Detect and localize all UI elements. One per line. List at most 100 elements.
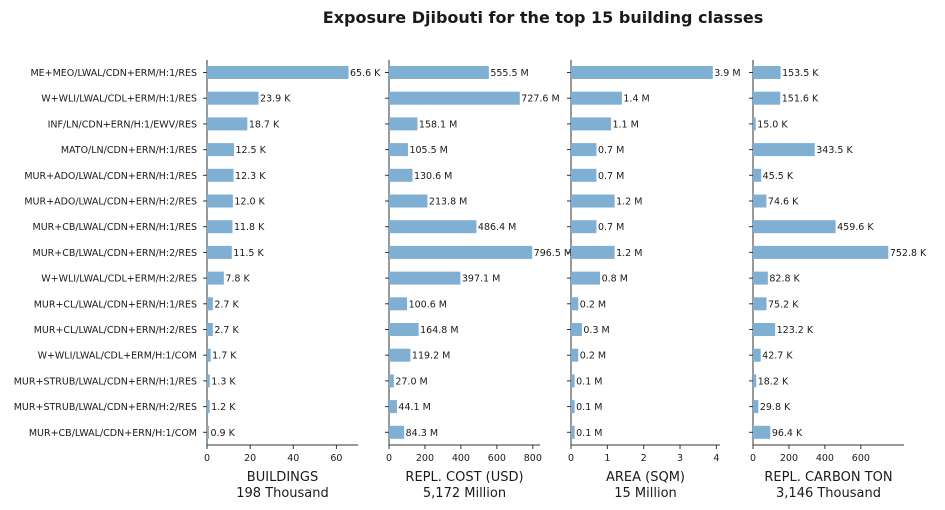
bar bbox=[753, 271, 768, 285]
data-label: 12.3 K bbox=[235, 171, 266, 182]
data-label: 100.6 M bbox=[409, 299, 447, 310]
data-label: 796.5 M bbox=[534, 248, 572, 259]
data-label: 0.1 M bbox=[576, 376, 602, 387]
data-label: 7.8 K bbox=[225, 274, 250, 285]
bar bbox=[571, 143, 597, 157]
data-label: 1.2 M bbox=[616, 197, 642, 208]
x-tick-label: 40 bbox=[287, 453, 299, 464]
bar bbox=[753, 323, 776, 336]
data-label: 18.2 K bbox=[758, 376, 789, 387]
bar bbox=[571, 400, 575, 414]
bar bbox=[389, 117, 418, 131]
bar bbox=[571, 245, 615, 259]
bar bbox=[207, 194, 233, 208]
bar bbox=[389, 425, 405, 439]
data-label: 459.6 K bbox=[837, 222, 874, 233]
data-label: 84.3 M bbox=[406, 428, 438, 439]
data-label: 343.5 K bbox=[816, 145, 853, 156]
data-label: 75.2 K bbox=[768, 299, 799, 310]
data-label: 130.6 M bbox=[414, 171, 452, 182]
data-label: 153.5 K bbox=[782, 68, 819, 79]
bar bbox=[753, 297, 767, 311]
data-label: 11.8 K bbox=[234, 222, 265, 233]
bar bbox=[389, 297, 408, 311]
x-axis-title: AREA (SQM) bbox=[606, 470, 685, 485]
data-label: 0.7 M bbox=[598, 222, 624, 233]
data-label: 727.6 M bbox=[521, 94, 559, 105]
data-label: 164.8 M bbox=[420, 325, 458, 336]
bar bbox=[753, 425, 771, 439]
data-label: 0.3 M bbox=[583, 325, 609, 336]
x-tick-label: 0 bbox=[568, 453, 574, 464]
category-label: MUR+CB/LWAL/CDN+ERN/H:1/RES bbox=[33, 222, 198, 233]
data-label: 1.1 M bbox=[612, 119, 638, 130]
data-label: 12.5 K bbox=[235, 145, 266, 156]
data-label: 45.5 K bbox=[763, 171, 794, 182]
bar bbox=[207, 117, 248, 131]
bar bbox=[207, 143, 234, 157]
data-label: 752.8 K bbox=[890, 248, 927, 259]
x-tick-label: 600 bbox=[488, 453, 506, 464]
data-label: 82.8 K bbox=[769, 274, 800, 285]
bar bbox=[571, 66, 713, 79]
bar bbox=[207, 374, 210, 388]
category-label: W+WLI/LWAL/CDL+ERM/H:1/COM bbox=[38, 351, 197, 362]
data-label: 2.7 K bbox=[214, 299, 239, 310]
x-tick-label: 0 bbox=[386, 453, 392, 464]
bar bbox=[571, 425, 575, 439]
category-label: MUR+CL/LWAL/CDN+ERN/H:2/RES bbox=[34, 325, 197, 336]
bar bbox=[389, 91, 520, 105]
bar bbox=[753, 194, 767, 208]
data-label: 23.9 K bbox=[260, 94, 291, 105]
x-tick-label: 200 bbox=[416, 453, 434, 464]
bar bbox=[207, 297, 213, 311]
data-label: 3.9 M bbox=[714, 68, 740, 79]
bar bbox=[571, 374, 575, 388]
category-label: MATO/LN/CDN+ERN/H:1/RES bbox=[61, 145, 197, 156]
data-label: 74.6 K bbox=[768, 197, 799, 208]
x-axis-total: 3,146 Thousand bbox=[776, 486, 881, 501]
x-tick-label: 0 bbox=[204, 453, 210, 464]
x-tick-label: 400 bbox=[452, 453, 470, 464]
category-label: MUR+CB/LWAL/CDN+ERN/H:1/COM bbox=[29, 428, 197, 439]
bar bbox=[389, 374, 394, 388]
bar bbox=[571, 117, 611, 131]
bar bbox=[389, 245, 533, 259]
bar bbox=[207, 91, 259, 105]
bar bbox=[389, 400, 397, 414]
bar bbox=[753, 143, 815, 157]
bar bbox=[753, 66, 781, 79]
data-label: 0.2 M bbox=[580, 351, 606, 362]
bar bbox=[571, 168, 597, 182]
bar bbox=[389, 66, 489, 79]
bar bbox=[389, 323, 419, 336]
data-label: 1.2 K bbox=[211, 402, 236, 413]
data-label: 29.8 K bbox=[760, 402, 791, 413]
bar bbox=[753, 400, 759, 414]
bar bbox=[389, 168, 413, 182]
bar bbox=[753, 348, 761, 362]
data-label: 42.7 K bbox=[762, 351, 793, 362]
bar bbox=[753, 245, 889, 259]
data-label: 0.9 K bbox=[210, 428, 235, 439]
data-label: 0.7 M bbox=[598, 145, 624, 156]
category-label: MUR+STRUB/LWAL/CDN+ERN/H:2/RES bbox=[14, 402, 197, 413]
bar bbox=[571, 91, 622, 105]
x-axis-title: REPL. COST (USD) bbox=[405, 470, 523, 485]
data-label: 123.2 K bbox=[777, 325, 814, 336]
bar bbox=[207, 323, 213, 336]
bar bbox=[571, 323, 582, 336]
bar bbox=[571, 194, 615, 208]
data-label: 65.6 K bbox=[350, 68, 381, 79]
bar bbox=[207, 400, 210, 414]
category-label: MUR+CB/LWAL/CDN+ERN/H:2/RES bbox=[33, 248, 198, 259]
bar bbox=[207, 66, 349, 79]
data-label: 486.4 M bbox=[478, 222, 516, 233]
data-label: 151.6 K bbox=[782, 94, 819, 105]
x-tick-label: 3 bbox=[677, 453, 683, 464]
data-label: 15.0 K bbox=[757, 119, 788, 130]
data-label: 44.1 M bbox=[398, 402, 430, 413]
category-label: W+WLI/LWAL/CDL+ERM/H:2/RES bbox=[41, 274, 197, 285]
bar bbox=[207, 271, 224, 285]
